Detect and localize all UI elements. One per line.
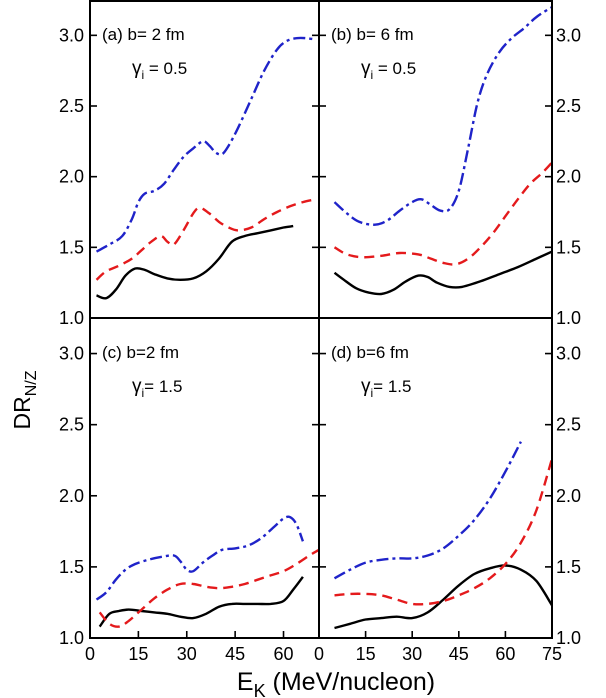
y-tick-label-c: 2.0 xyxy=(59,486,84,506)
y-tick-label-d: 2.5 xyxy=(556,415,581,435)
x-tick-label-d: 75 xyxy=(542,644,562,664)
series-black-line-d xyxy=(334,564,552,630)
x-tick-label-c: 0 xyxy=(85,644,95,664)
y-tick-label-a: 1.0 xyxy=(59,308,84,328)
panel-label-b: (b) b= 6 fm xyxy=(331,25,414,44)
y-tick-label-b: 1.5 xyxy=(556,237,581,257)
series-red-line-b xyxy=(333,161,552,266)
gamma-label-c: γi= 1.5 xyxy=(132,376,182,400)
series-red-line-a xyxy=(95,198,317,281)
y-tick-label-d: 1.5 xyxy=(556,557,581,577)
y-tick-label-d: 2.0 xyxy=(556,486,581,506)
y-tick-label-b: 3.0 xyxy=(556,25,581,45)
y-tick-label-b: 2.5 xyxy=(556,96,581,116)
panel-a: 1.0 1.5 2.0 2.5 3.0 (a) b= 2 fm γi = 0.5 xyxy=(59,25,319,328)
panel-label-c: (c) b=2 fm xyxy=(102,343,179,362)
series-black-line-a xyxy=(96,224,294,300)
series-red-line-c xyxy=(98,548,319,628)
x-tick-label-d: 45 xyxy=(449,644,469,664)
y-tick-label-b: 2.0 xyxy=(556,167,581,187)
figure-frame xyxy=(89,0,553,639)
series-black-line-b xyxy=(333,250,552,296)
x-tick-label-c: 15 xyxy=(128,644,148,664)
panel-label-a: (a) b= 2 fm xyxy=(102,25,185,44)
panel-a-series xyxy=(95,36,317,300)
x-tick-label-d: 30 xyxy=(402,644,422,664)
panel-label-d: (d) b=6 fm xyxy=(331,343,409,362)
x-axis-title-rest: (MeV/nucleon) xyxy=(266,668,436,696)
x-axis-title-sub: K xyxy=(254,681,266,698)
y-tick-label-c: 2.5 xyxy=(59,415,84,435)
series-blue-line-c xyxy=(95,515,305,601)
y-tick-label-d: 3.0 xyxy=(556,344,581,364)
x-tick-label-d: 15 xyxy=(356,644,376,664)
x-axis-title: EK (MeV/nucleon) xyxy=(237,668,435,698)
panel-c: 1.0 1.5 2.0 2.5 3.0 0 15 30 45 60 (c) b=2 fm γi= 1.… xyxy=(59,343,319,664)
y-axis-title: DRN/Z xyxy=(9,370,40,429)
x-tick-label-d: 0 xyxy=(314,644,324,664)
y-tick-label-b: 1.0 xyxy=(556,308,581,328)
x-axis-title-main: E xyxy=(237,668,254,696)
plot-border xyxy=(89,0,553,639)
x-tick-label-d: 60 xyxy=(495,644,515,664)
series-red-line-d xyxy=(334,458,552,606)
series-blue-line-d xyxy=(333,441,522,580)
y-axis-title-main: DR xyxy=(9,396,35,429)
x-tick-label-c: 30 xyxy=(177,644,197,664)
y-tick-label-a: 3.0 xyxy=(59,25,84,45)
y-tick-label-c: 3.0 xyxy=(59,344,84,364)
series-black-line-c xyxy=(98,576,304,628)
y-tick-label-a: 2.5 xyxy=(59,96,84,116)
panel-d: 1.0 1.5 2.0 2.5 3.0 0 15 30 45 60 75 (d) b=6 fm γi= … xyxy=(314,343,581,664)
panel-c-series xyxy=(95,515,319,628)
x-tick-label-c: 45 xyxy=(225,644,245,664)
y-tick-label-c: 1.5 xyxy=(59,557,84,577)
x-tick-label-c: 60 xyxy=(274,644,294,664)
y-tick-label-c: 1.0 xyxy=(59,628,84,648)
series-blue-line-a xyxy=(95,36,317,253)
panel-b-series xyxy=(333,6,552,296)
series-blue-line-b xyxy=(333,6,552,226)
y-axis-title-sub: N/Z xyxy=(23,370,40,396)
gamma-label-b: γi = 0.5 xyxy=(361,58,416,82)
gamma-label-d: γi= 1.5 xyxy=(361,376,411,400)
panel-b: 1.0 1.5 2.0 2.5 3.0 (b) b= 6 fm γi = 0.5 xyxy=(319,6,581,328)
gamma-label-a: γi = 0.5 xyxy=(132,58,187,82)
panel-d-series xyxy=(333,441,552,630)
y-tick-label-d: 1.0 xyxy=(556,628,581,648)
panels-group: 1.0 1.5 2.0 2.5 3.0 (a) b= 2 fm γi = 0.5 1.0 1.5… xyxy=(59,6,581,664)
y-tick-label-a: 2.0 xyxy=(59,167,84,187)
y-tick-label-a: 1.5 xyxy=(59,237,84,257)
